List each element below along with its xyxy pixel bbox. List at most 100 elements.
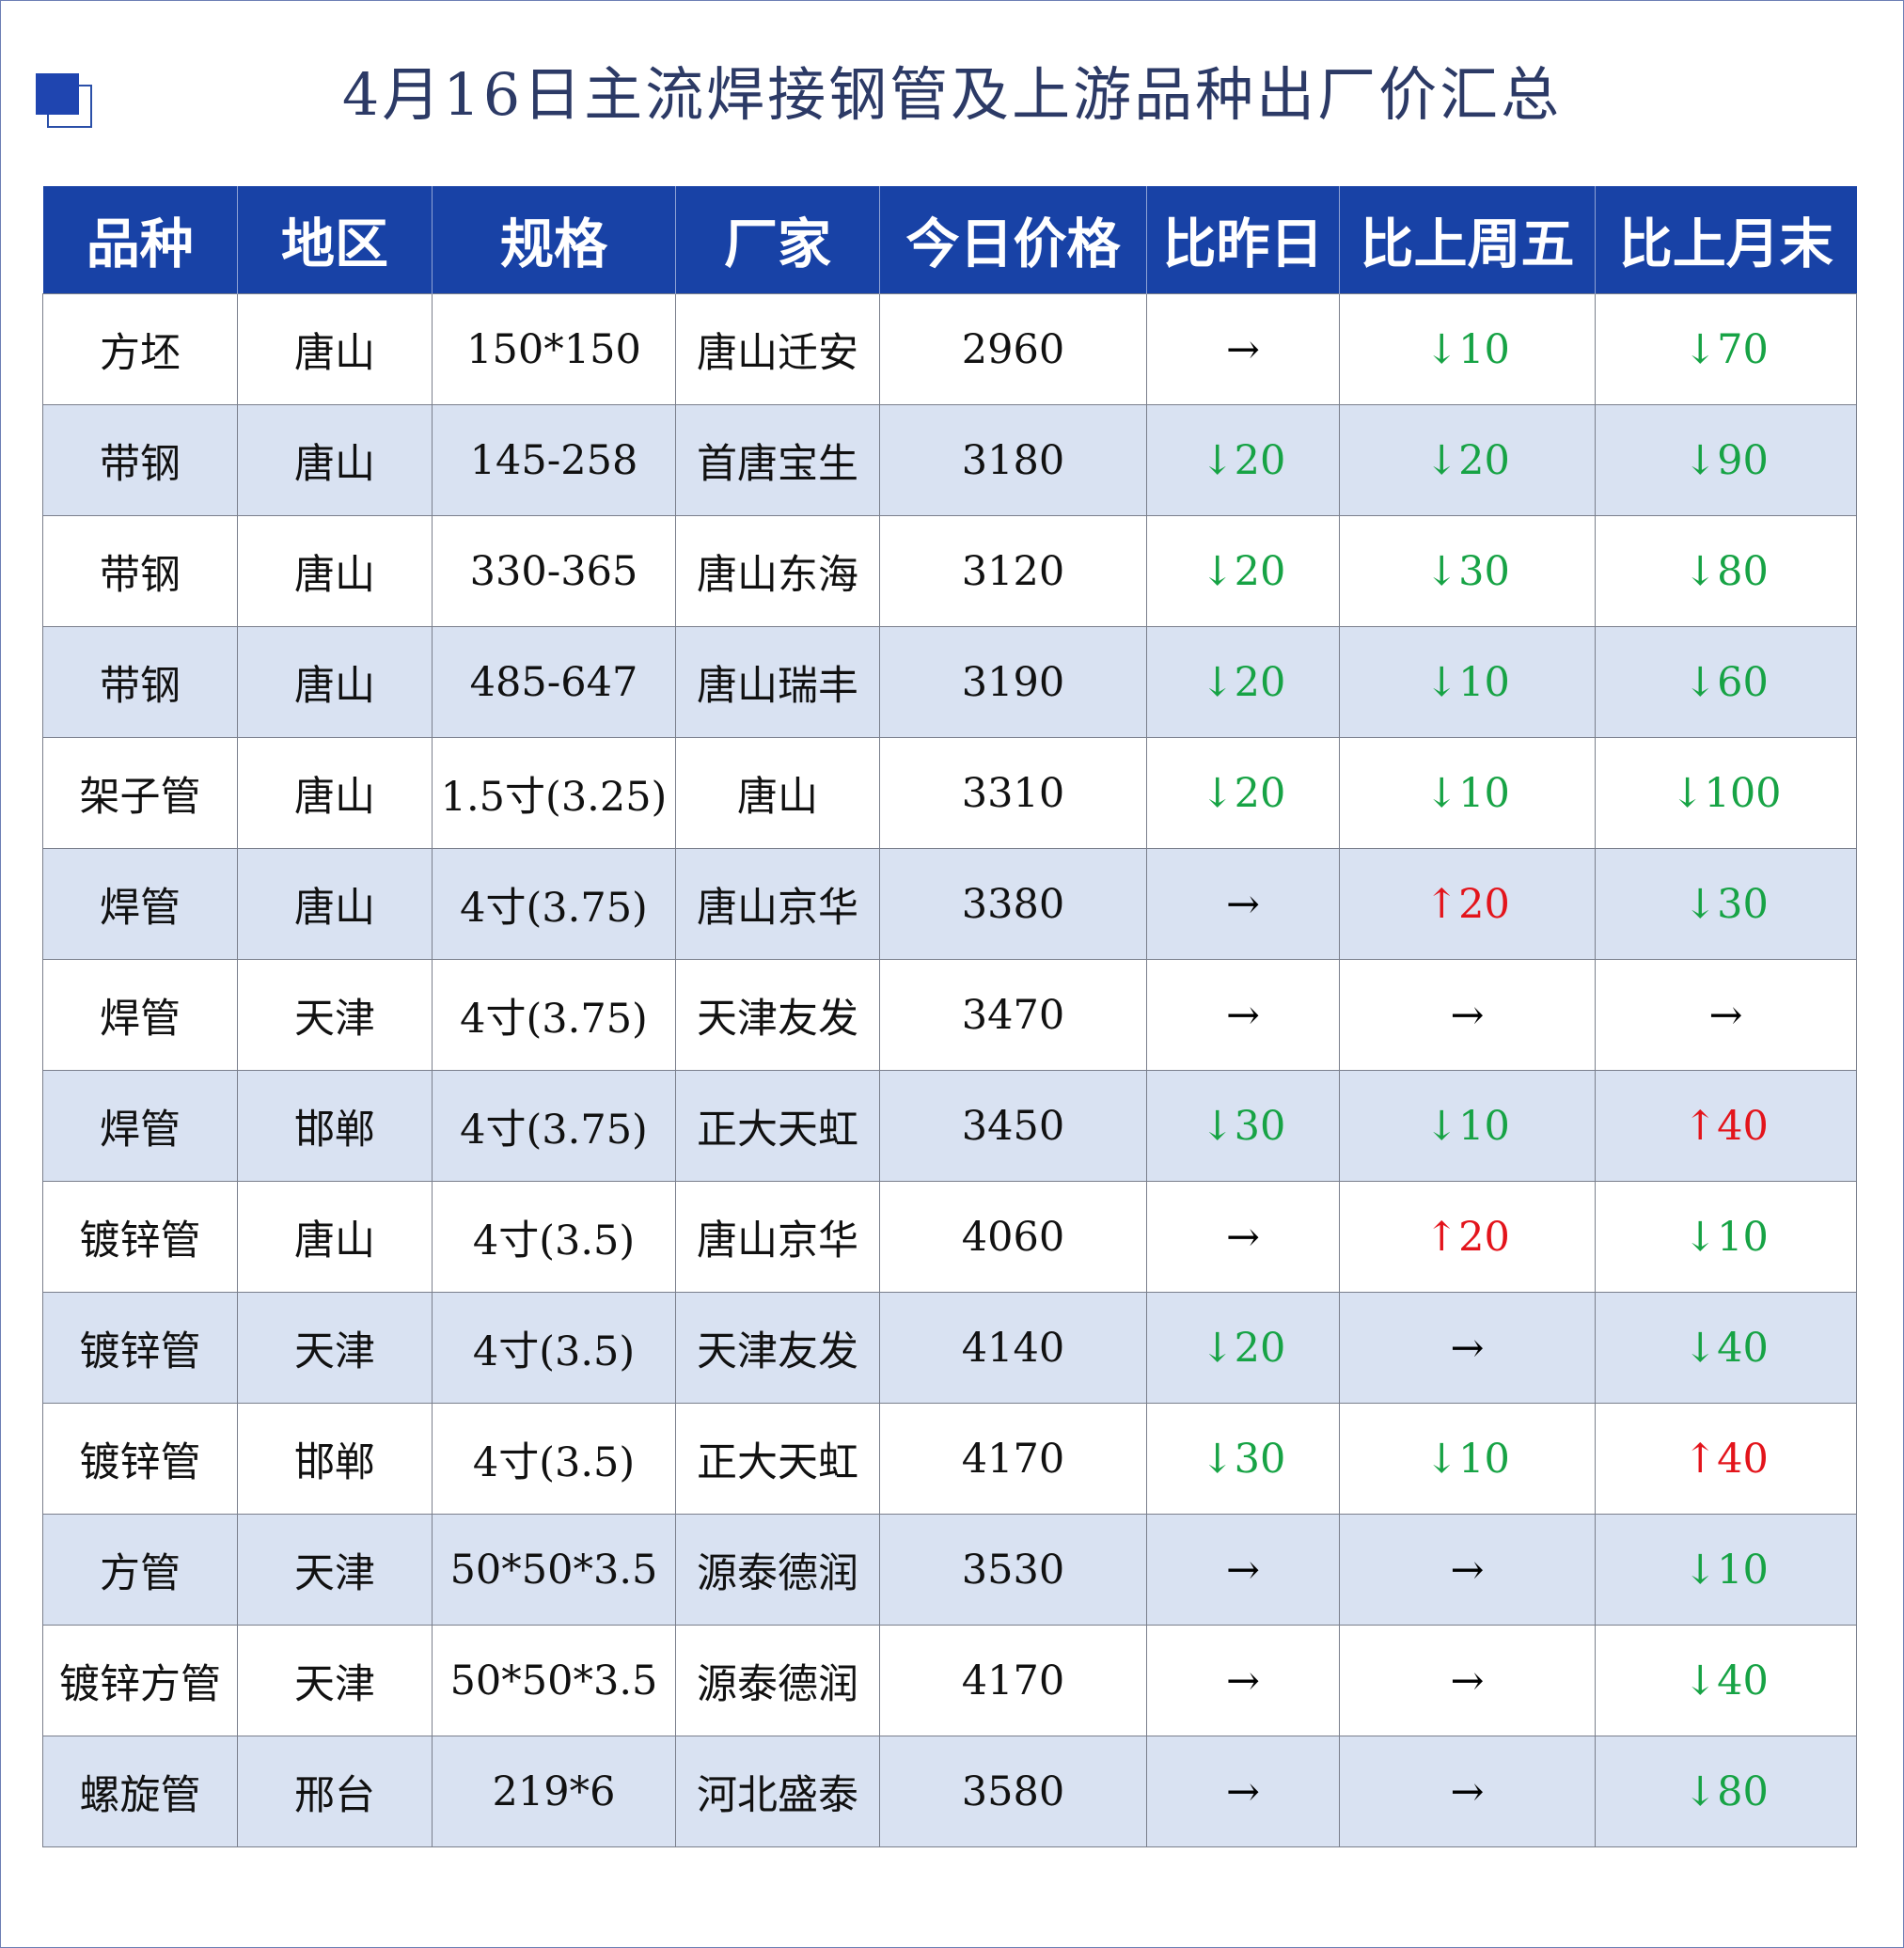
spec-cell: 330-365 — [432, 515, 676, 627]
header-manufacturer: 厂家 — [675, 186, 880, 294]
variety-cell: 焊管 — [42, 848, 238, 960]
region-cell: 邢台 — [237, 1736, 433, 1847]
spec-cell: 485-647 — [432, 626, 676, 738]
price-cell: 3120 — [879, 515, 1147, 627]
manufacturer-cell: 正大天虹 — [675, 1070, 880, 1182]
manufacturer-cell: 天津友发 — [675, 1292, 880, 1404]
change-vs-last-month-end: → — [1595, 959, 1857, 1071]
price-cell: 4170 — [879, 1625, 1147, 1736]
manufacturer-cell: 河北盛泰 — [675, 1736, 880, 1847]
change-vs-yesterday: ↓30 — [1146, 1070, 1340, 1182]
region-cell: 唐山 — [237, 737, 433, 849]
change-vs-yesterday: ↓20 — [1146, 515, 1340, 627]
change-vs-yesterday: → — [1146, 293, 1340, 405]
spec-cell: 1.5寸(3.25) — [432, 737, 676, 849]
change-vs-last-friday: → — [1339, 959, 1596, 1071]
spec-cell: 145-258 — [432, 404, 676, 516]
change-vs-last-month-end: ↓80 — [1595, 515, 1857, 627]
variety-cell: 镀锌管 — [42, 1181, 238, 1293]
change-vs-yesterday: ↓20 — [1146, 404, 1340, 516]
manufacturer-cell: 首唐宝生 — [675, 404, 880, 516]
manufacturer-cell: 唐山京华 — [675, 848, 880, 960]
change-vs-last-month-end: ↓100 — [1595, 737, 1857, 849]
region-cell: 唐山 — [237, 1181, 433, 1293]
change-vs-last-month-end: ↓90 — [1595, 404, 1857, 516]
header-variety: 品种 — [42, 186, 238, 294]
price-cell: 3180 — [879, 404, 1147, 516]
change-vs-last-month-end: ↓10 — [1595, 1514, 1857, 1626]
region-cell: 邯郸 — [237, 1403, 433, 1515]
change-vs-last-month-end: ↑40 — [1595, 1403, 1857, 1515]
table-row: 镀锌管 天津 4寸(3.5) 天津友发 4140 ↓20 → ↓40 — [42, 1292, 1857, 1404]
variety-cell: 带钢 — [42, 404, 238, 516]
table-row: 焊管 唐山 4寸(3.75) 唐山京华 3380 → ↑20 ↓30 — [42, 848, 1857, 960]
price-cell: 3380 — [879, 848, 1147, 960]
price-table: 品种 地区 规格 厂家 今日价格 比昨日 比上周五 比上月末 方坯 唐山 150*150 唐山迁安 2… — [42, 186, 1857, 1847]
table-row: 架子管 唐山 1.5寸(3.25) 唐山 3310 ↓20 ↓10 ↓100 — [42, 737, 1857, 849]
region-cell: 唐山 — [237, 848, 433, 960]
spec-cell: 4寸(3.75) — [432, 848, 676, 960]
price-cell: 3470 — [879, 959, 1147, 1071]
spec-cell: 4寸(3.75) — [432, 1070, 676, 1182]
spec-cell: 4寸(3.5) — [432, 1292, 676, 1404]
logo-front-square — [36, 73, 79, 115]
region-cell: 天津 — [237, 1625, 433, 1736]
table-row: 带钢 唐山 330-365 唐山东海 3120 ↓20 ↓30 ↓80 — [42, 515, 1857, 627]
variety-cell: 带钢 — [42, 515, 238, 627]
change-vs-last-friday: ↑20 — [1339, 848, 1596, 960]
table-row: 焊管 天津 4寸(3.75) 天津友发 3470 → → → — [42, 959, 1857, 1071]
region-cell: 唐山 — [237, 626, 433, 738]
change-vs-yesterday: ↓20 — [1146, 626, 1340, 738]
price-cell: 4140 — [879, 1292, 1147, 1404]
change-vs-last-friday: ↓10 — [1339, 1070, 1596, 1182]
variety-cell: 螺旋管 — [42, 1736, 238, 1847]
change-vs-last-friday: ↓20 — [1339, 404, 1596, 516]
table-row: 方管 天津 50*50*3.5 源泰德润 3530 → → ↓10 — [42, 1514, 1857, 1626]
change-vs-last-month-end: ↓60 — [1595, 626, 1857, 738]
price-cell: 3580 — [879, 1736, 1147, 1847]
table-row: 带钢 唐山 485-647 唐山瑞丰 3190 ↓20 ↓10 ↓60 — [42, 626, 1857, 738]
change-vs-last-friday: → — [1339, 1736, 1596, 1847]
change-vs-last-friday: ↓30 — [1339, 515, 1596, 627]
manufacturer-cell: 源泰德润 — [675, 1625, 880, 1736]
region-cell: 邯郸 — [237, 1070, 433, 1182]
change-vs-last-friday: → — [1339, 1514, 1596, 1626]
spec-cell: 50*50*3.5 — [432, 1625, 676, 1736]
spec-cell: 4寸(3.5) — [432, 1181, 676, 1293]
variety-cell: 镀锌管 — [42, 1403, 238, 1515]
change-vs-yesterday: ↓20 — [1146, 1292, 1340, 1404]
spec-cell: 150*150 — [432, 293, 676, 405]
page-title: 4月16日主流焊接钢管及上游品种出厂价汇总 — [341, 60, 1563, 129]
change-vs-yesterday: ↓30 — [1146, 1403, 1340, 1515]
change-vs-last-month-end: ↓40 — [1595, 1292, 1857, 1404]
region-cell: 天津 — [237, 959, 433, 1071]
change-vs-yesterday: → — [1146, 1514, 1340, 1626]
price-cell: 3450 — [879, 1070, 1147, 1182]
change-vs-last-month-end: ↓40 — [1595, 1625, 1857, 1736]
manufacturer-cell: 天津友发 — [675, 959, 880, 1071]
header-vs-last-month-end: 比上月末 — [1595, 186, 1857, 294]
variety-cell: 带钢 — [42, 626, 238, 738]
change-vs-last-friday: ↑20 — [1339, 1181, 1596, 1293]
region-cell: 唐山 — [237, 293, 433, 405]
header-vs-last-friday: 比上周五 — [1339, 186, 1596, 294]
manufacturer-cell: 唐山 — [675, 737, 880, 849]
change-vs-last-month-end: ↓80 — [1595, 1736, 1857, 1847]
change-vs-last-friday: → — [1339, 1625, 1596, 1736]
table-row: 镀锌管 唐山 4寸(3.5) 唐山京华 4060 → ↑20 ↓10 — [42, 1181, 1857, 1293]
price-cell: 2960 — [879, 293, 1147, 405]
change-vs-last-friday: → — [1339, 1292, 1596, 1404]
change-vs-yesterday: ↓20 — [1146, 737, 1340, 849]
variety-cell: 焊管 — [42, 959, 238, 1071]
change-vs-last-friday: ↓10 — [1339, 737, 1596, 849]
table-row: 方坯 唐山 150*150 唐山迁安 2960 → ↓10 ↓70 — [42, 293, 1857, 405]
table-header-row: 品种 地区 规格 厂家 今日价格 比昨日 比上周五 比上月末 — [42, 186, 1857, 294]
change-vs-last-month-end: ↑40 — [1595, 1070, 1857, 1182]
variety-cell: 方管 — [42, 1514, 238, 1626]
change-vs-last-month-end: ↓70 — [1595, 293, 1857, 405]
change-vs-last-friday: ↓10 — [1339, 626, 1596, 738]
table-row: 带钢 唐山 145-258 首唐宝生 3180 ↓20 ↓20 ↓90 — [42, 404, 1857, 516]
change-vs-yesterday: → — [1146, 848, 1340, 960]
price-cell: 4170 — [879, 1403, 1147, 1515]
table-row: 螺旋管 邢台 219*6 河北盛泰 3580 → → ↓80 — [42, 1736, 1857, 1847]
